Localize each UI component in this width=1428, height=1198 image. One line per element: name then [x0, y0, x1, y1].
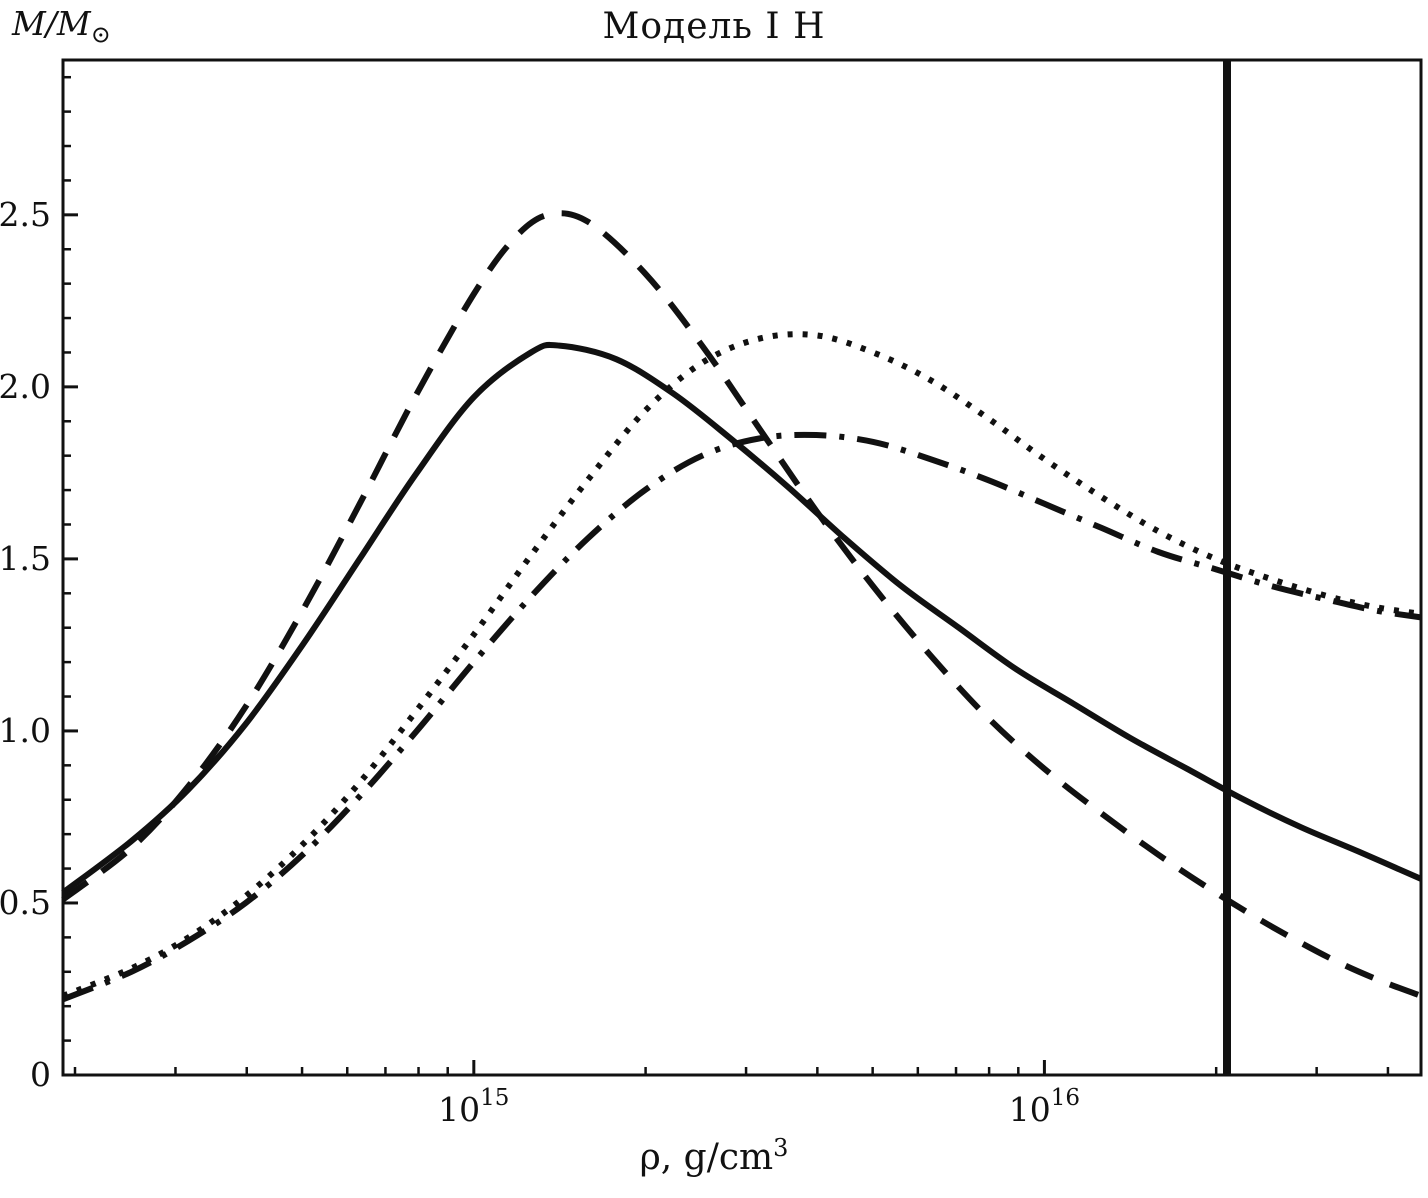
plot-frame	[61, 58, 1423, 1077]
dash-dot-curve	[61, 431, 1422, 1003]
x-axis-label-text: ρ, g/cm	[639, 1137, 774, 1178]
dotted-curve	[61, 331, 1422, 999]
y-tick-label: 0	[30, 1055, 51, 1094]
x-axis-label-exponent: 3	[773, 1134, 789, 1162]
solid-curve	[61, 341, 1423, 895]
chart-title: Модель I Н	[602, 6, 826, 47]
sun-symbol: ⊙	[90, 20, 111, 49]
y-tick-label: 2.5	[0, 195, 51, 234]
x-tick-label: 1016	[1009, 1085, 1080, 1129]
x-axis-label: ρ, g/cm3	[0, 1134, 1428, 1178]
y-axis-label-text: M/M	[12, 4, 91, 43]
y-tick-label: 1.5	[0, 539, 51, 578]
y-tick-label: 1.0	[0, 711, 51, 750]
x-tick-label: 1015	[438, 1085, 509, 1129]
dashed-curve	[61, 210, 1423, 999]
y-tick-label: 2.0	[0, 367, 51, 406]
y-axis-label: M/M⊙	[12, 4, 111, 49]
y-tick-label: 0.5	[0, 883, 51, 922]
